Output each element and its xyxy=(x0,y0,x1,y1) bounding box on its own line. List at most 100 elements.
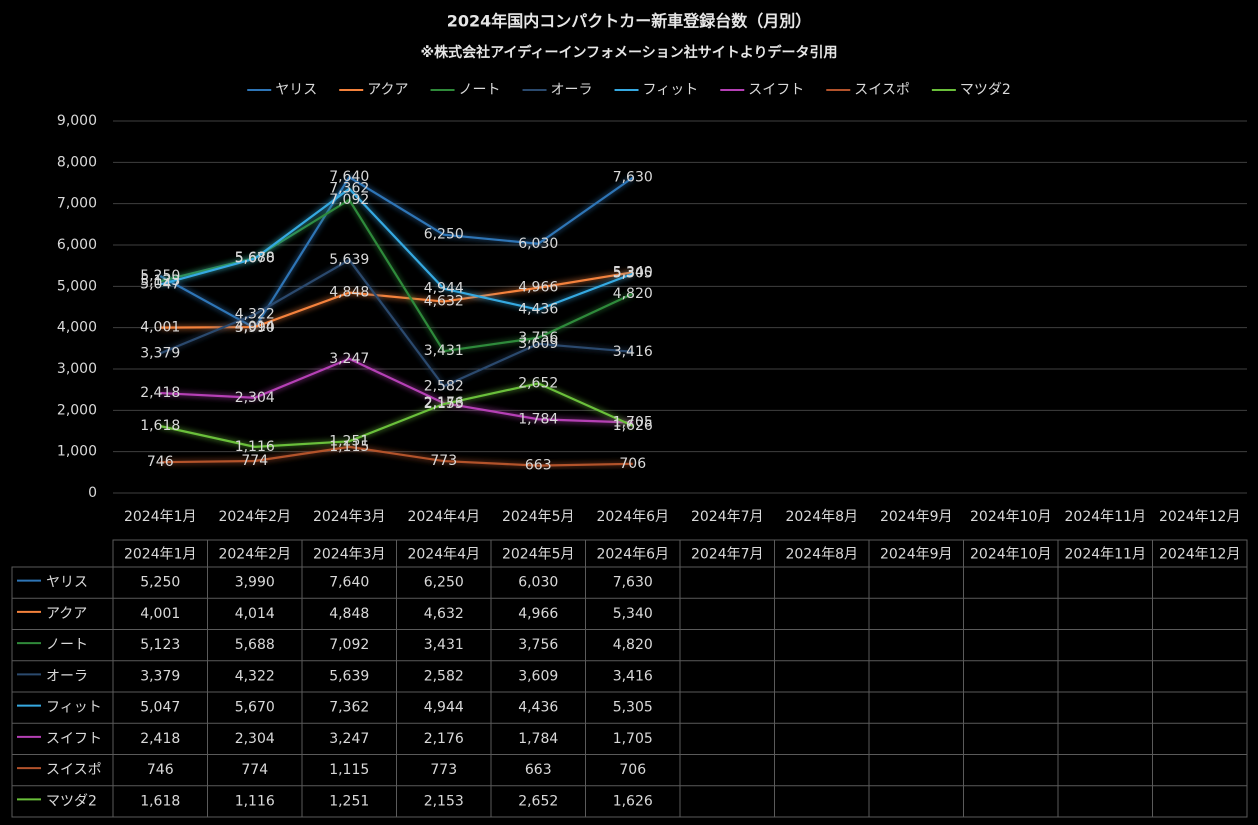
table-cell: 3,247 xyxy=(329,731,369,747)
data-label: 2,418 xyxy=(140,385,180,401)
chart-subtitle: ※株式会社アイディーインフォメーション社サイトよりデータ引用 xyxy=(421,44,838,61)
data-label: 2,582 xyxy=(424,378,464,394)
y-tick-label: 2,000 xyxy=(57,402,97,418)
data-label: 3,609 xyxy=(518,336,558,352)
table-cell: 3,990 xyxy=(235,575,275,591)
legend-item: フィット xyxy=(614,82,699,98)
legend-label: スイスポ xyxy=(854,82,910,98)
legend-label: フィット xyxy=(643,82,699,98)
table-cell: 3,416 xyxy=(613,668,653,684)
table-header: 2024年6月 xyxy=(596,547,669,563)
table-cell: 4,848 xyxy=(329,606,369,622)
table-header: 2024年9月 xyxy=(880,547,953,563)
table-cell: 2,582 xyxy=(424,668,464,684)
series-line xyxy=(159,175,634,330)
data-label: 2,153 xyxy=(424,396,464,412)
table-row-label: マツダ2 xyxy=(46,793,97,809)
table-cell: 7,362 xyxy=(329,700,369,716)
data-label: 1,115 xyxy=(329,439,369,455)
table-cell: 4,014 xyxy=(235,606,275,622)
legend-label: ノート xyxy=(459,82,501,98)
data-label: 3,247 xyxy=(329,351,369,367)
y-tick-label: 8,000 xyxy=(57,154,97,170)
series-line xyxy=(160,271,633,329)
table-cell: 6,250 xyxy=(424,575,464,591)
legend-item: スイスポ xyxy=(826,82,910,98)
data-label: 5,688 xyxy=(235,250,275,266)
table-cell: 2,418 xyxy=(140,731,180,747)
data-label: 5,047 xyxy=(140,276,180,292)
table-cell: 6,030 xyxy=(518,575,558,591)
table-cell: 5,250 xyxy=(140,575,180,591)
table-cell: 4,632 xyxy=(424,606,464,622)
data-label: 746 xyxy=(147,454,174,470)
x-tick-label: 2024年7月 xyxy=(691,509,764,525)
data-label: 1,618 xyxy=(140,418,180,434)
data-label: 706 xyxy=(619,456,646,472)
table-cell: 3,756 xyxy=(518,637,558,653)
data-label: 3,756 xyxy=(518,330,558,346)
legend-item: ヤリス xyxy=(247,82,317,98)
table-cell: 706 xyxy=(619,762,646,778)
series-line xyxy=(160,445,633,467)
x-tick-label: 2024年8月 xyxy=(785,509,858,525)
series-line xyxy=(159,258,633,388)
table-cell: 1,618 xyxy=(140,793,180,809)
table-cell: 4,436 xyxy=(518,700,558,716)
table-cell: 1,784 xyxy=(518,731,558,747)
table-header: 2024年7月 xyxy=(691,547,764,563)
series-line xyxy=(159,198,634,353)
lines xyxy=(159,175,634,467)
data-label: 7,092 xyxy=(329,192,369,208)
legend-item: オーラ xyxy=(522,82,593,98)
y-tick-label: 5,000 xyxy=(57,278,97,294)
table-cell: 2,652 xyxy=(518,793,558,809)
legend: ヤリス アクア ノート オーラ フィット スイフト スイスポ マツダ2 xyxy=(247,82,1011,98)
data-label: 4,014 xyxy=(235,319,275,335)
data-label: 663 xyxy=(525,458,552,474)
table-cell: 1,705 xyxy=(613,731,653,747)
table-row-label: フィット xyxy=(46,700,102,716)
table-row-label: オーラ xyxy=(46,668,88,684)
x-tick-label: 2024年4月 xyxy=(407,509,480,525)
data-label: 5,340 xyxy=(613,264,653,280)
data-label: 4,001 xyxy=(140,320,180,336)
table-cell: 2,153 xyxy=(424,793,464,809)
data-label: 1,116 xyxy=(235,439,275,455)
x-tick-label: 2024年5月 xyxy=(502,509,575,525)
data-label: 6,250 xyxy=(424,227,464,243)
data-label: 4,322 xyxy=(235,306,275,322)
table-cell: 2,304 xyxy=(235,731,275,747)
data-label: 4,848 xyxy=(329,285,369,301)
y-tick-label: 0 xyxy=(88,485,97,501)
data-label: 5,305 xyxy=(613,266,653,282)
legend-item: ノート xyxy=(430,82,501,98)
table-header: 2024年4月 xyxy=(407,547,480,563)
table-cell: 7,640 xyxy=(329,575,369,591)
x-tick-label: 2024年10月 xyxy=(970,509,1051,525)
table-cell: 4,820 xyxy=(613,637,653,653)
table-cell: 3,379 xyxy=(140,668,180,684)
table-cell: 5,639 xyxy=(329,668,369,684)
table-cell: 5,340 xyxy=(613,606,653,622)
data-label: 7,630 xyxy=(613,170,653,186)
data-label: 6,030 xyxy=(518,236,558,252)
table-header: 2024年11月 xyxy=(1065,547,1146,563)
table-header: 2024年2月 xyxy=(218,547,291,563)
table-cell: 7,092 xyxy=(329,637,369,653)
y-tick-label: 9,000 xyxy=(57,113,97,129)
chart-title: 2024年国内コンパクトカー新車登録台数（月別） xyxy=(447,12,812,31)
data-label: 3,431 xyxy=(424,343,464,359)
series-line xyxy=(159,187,634,311)
legend-label: マツダ2 xyxy=(960,82,1011,98)
table-header: 2024年10月 xyxy=(970,547,1051,563)
table-row-label: スイフト xyxy=(46,731,102,747)
table-cell: 4,001 xyxy=(140,606,180,622)
data-label: 5,639 xyxy=(329,252,369,268)
table-cell: 663 xyxy=(525,762,552,778)
data-label: 2,652 xyxy=(518,375,558,391)
x-tick-label: 2024年3月 xyxy=(313,509,386,525)
x-tick-label: 2024年11月 xyxy=(1065,509,1146,525)
table-cell: 5,305 xyxy=(613,700,653,716)
